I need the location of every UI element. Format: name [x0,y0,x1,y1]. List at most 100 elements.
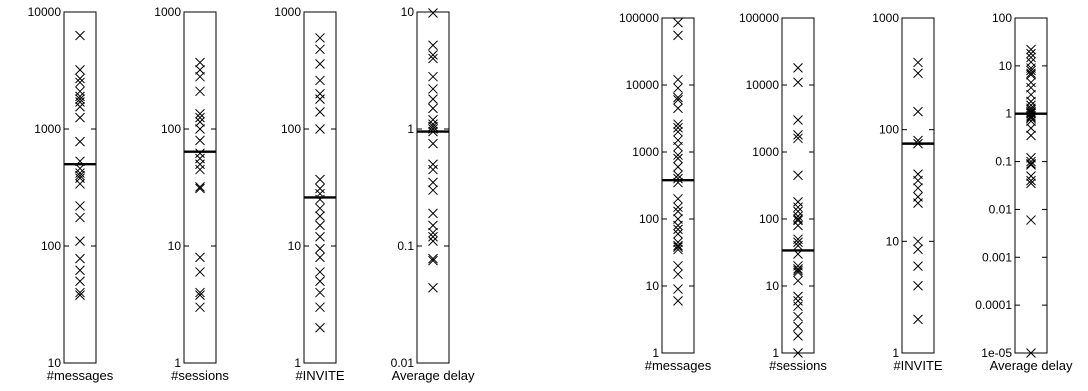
y-tick-label: 1000 [752,145,779,159]
data-point [315,183,325,194]
data-point [195,267,205,277]
plot-frame [661,17,695,354]
data-point [428,126,438,137]
data-point [913,236,923,247]
data-point [793,267,803,278]
data-point [673,173,683,184]
data-point [75,276,85,287]
data-point [1026,111,1036,121]
panel-6: 1 10 100 1000 10000 100000 #sessions [739,11,827,373]
data-point [428,159,438,170]
data-point [428,177,438,188]
y-tick-label: 100 [992,11,1012,25]
y-tick-label: 0.01 [391,356,415,370]
data-point [793,331,803,341]
data-point [315,231,325,242]
data-point [75,77,85,88]
data-point [1026,156,1036,167]
data-point [75,156,85,167]
data-point [428,255,438,266]
data-point [673,74,683,85]
data-point [1026,89,1036,100]
data-point [195,135,205,146]
data-point [793,311,803,322]
y-tick-label: 100 [161,122,181,136]
data-point [75,265,85,276]
data-point [673,296,683,306]
data-point [75,168,85,178]
data-point [315,88,325,99]
data-point [315,287,325,298]
data-point [75,178,85,189]
data-point [195,71,205,82]
x-axis-label: #messages [645,358,712,373]
data-point [793,237,803,248]
data-point [428,121,438,132]
data-point [428,8,438,18]
data-point [913,135,923,146]
data-point [428,208,438,219]
y-tick-label: 0.0001 [975,298,1012,312]
data-point [1026,178,1036,189]
y-tick-label: 10 [766,279,780,293]
y-tick-label: 100000 [619,11,659,25]
data-point [428,164,438,175]
data-point [1026,171,1036,181]
plot-frame [303,11,337,364]
data-point [673,237,683,248]
data-point [315,211,325,221]
data-point [793,321,803,332]
y-tick-label: 100 [759,212,779,226]
x-axis-label: Average delay [990,358,1073,373]
y-tick-label: 1 [294,356,301,370]
panel-7: 1 10 100 1000 #INVITE [872,11,943,373]
data-point [195,290,205,301]
data-point [1026,130,1036,141]
data-point [913,314,923,325]
data-point [195,287,205,298]
data-point [673,30,683,41]
data-point [673,170,683,181]
x-axis-label: #INVITE [893,358,942,373]
data-point [1026,44,1036,55]
data-point [793,265,803,276]
data-point [1026,113,1036,124]
data-point [315,322,325,333]
data-point [1026,77,1036,88]
data-point [673,202,683,213]
y-tick-label: 10 [646,279,660,293]
data-point [75,101,85,112]
data-point [793,215,803,226]
data-point [428,227,438,238]
data-point [1026,116,1036,126]
data-point [75,253,85,264]
data-point [673,141,683,152]
x-axis-label: #messages [47,368,114,383]
data-point [913,138,923,149]
data-point [75,170,85,181]
data-point [75,212,85,223]
data-point [913,198,923,208]
y-tick-label: 1 [892,346,899,360]
data-point [673,92,683,103]
data-point [913,183,923,193]
data-point [1026,96,1036,107]
y-tick-label: 0.01 [989,202,1013,216]
data-point [428,40,438,51]
data-point [75,30,85,41]
y-tick-label: 10 [48,356,62,370]
data-point [1026,68,1036,79]
data-point [315,33,325,43]
data-point [428,124,438,134]
data-point [315,203,325,214]
data-point [1026,69,1036,80]
data-point [75,163,85,174]
data-point [913,244,923,255]
data-point [793,249,803,259]
data-point [315,220,325,231]
data-point [793,115,803,125]
plot-frame [63,11,97,364]
data-point [75,290,85,301]
y-tick-label: 1e-05 [981,346,1012,360]
